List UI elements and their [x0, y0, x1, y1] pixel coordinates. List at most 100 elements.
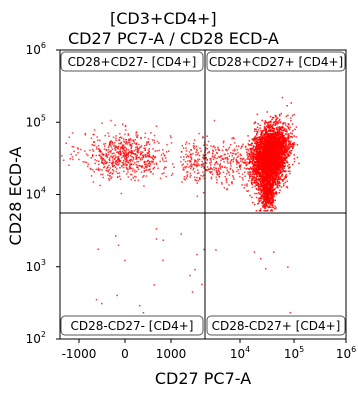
- event-dot: [249, 154, 251, 156]
- event-dot: [250, 143, 252, 146]
- event-dot: [270, 148, 272, 150]
- event-dot: [255, 161, 257, 163]
- event-dot: [266, 145, 268, 147]
- event-dot: [279, 176, 281, 178]
- event-dot: [283, 139, 285, 141]
- event-dot: [266, 174, 268, 177]
- event-dot: [270, 194, 272, 197]
- event-dot: [219, 164, 221, 166]
- event-dot: [217, 149, 220, 151]
- event-dot: [104, 159, 106, 162]
- event-dot: [146, 160, 149, 163]
- event-dot: [117, 172, 119, 175]
- event-dot: [137, 168, 140, 171]
- event-dot: [280, 134, 283, 137]
- event-dot: [266, 181, 268, 184]
- event-dot: [282, 143, 285, 146]
- event-dot: [248, 144, 251, 146]
- event-dot: [259, 146, 261, 148]
- event-dot: [256, 171, 258, 173]
- event-dot: [275, 207, 277, 209]
- event-dot: [276, 192, 278, 194]
- event-dot: [98, 150, 100, 152]
- event-dot: [258, 183, 260, 186]
- event-dot: [184, 161, 187, 163]
- event-dot: [282, 127, 284, 129]
- event-dot: [257, 152, 259, 154]
- event-dot: [263, 182, 265, 184]
- event-dot: [215, 167, 217, 169]
- event-dot: [262, 135, 264, 138]
- event-dot: [189, 176, 191, 178]
- event-dot: [111, 153, 113, 155]
- event-dot: [255, 165, 258, 167]
- event-dot: [136, 136, 139, 139]
- event-dot: [122, 163, 125, 166]
- event-dot: [122, 161, 125, 164]
- event-dot: [76, 147, 79, 149]
- event-dot: [260, 159, 262, 161]
- event-dot: [274, 138, 277, 140]
- event-dot: [227, 152, 229, 155]
- event-dot: [274, 165, 276, 168]
- event-dot: [279, 154, 281, 156]
- event-dot: [112, 169, 114, 171]
- event-dot: [119, 132, 121, 135]
- event-dot: [128, 159, 131, 162]
- event-dot: [140, 146, 142, 148]
- event-dot: [280, 164, 282, 167]
- event-dot: [251, 161, 253, 163]
- event-dot: [278, 161, 280, 163]
- event-dot: [151, 160, 154, 163]
- event-dot: [137, 179, 140, 182]
- event-dot: [243, 161, 245, 164]
- event-dot: [271, 183, 273, 185]
- event-dot: [251, 142, 253, 144]
- event-dot: [257, 178, 259, 181]
- event-dot: [231, 182, 233, 185]
- event-dot: [261, 140, 264, 142]
- event-dot: [118, 158, 120, 160]
- event-dot: [263, 210, 265, 212]
- event-dot: [143, 185, 145, 187]
- event-dot: [268, 121, 270, 123]
- event-dot: [108, 164, 110, 167]
- event-dot: [281, 171, 283, 174]
- event-dot: [168, 150, 170, 152]
- event-dot: [185, 153, 187, 156]
- event-dot: [286, 145, 289, 148]
- event-dot: [218, 173, 220, 176]
- event-dot: [99, 184, 101, 187]
- event-dot: [133, 140, 135, 143]
- event-dot: [232, 171, 235, 173]
- event-dot: [262, 200, 264, 203]
- event-dot: [275, 183, 277, 185]
- event-dot: [262, 153, 265, 156]
- event-dot: [219, 166, 222, 168]
- event-dot: [258, 141, 261, 144]
- event-dot: [287, 126, 289, 128]
- event-dot: [164, 157, 167, 159]
- event-dot: [262, 190, 264, 192]
- event-dot: [123, 149, 126, 152]
- event-dot: [276, 186, 278, 189]
- event-dot: [259, 140, 261, 143]
- event-dot: [273, 121, 276, 123]
- event-dot: [135, 134, 137, 136]
- event-dot: [283, 183, 285, 185]
- event-dot: [269, 157, 271, 159]
- event-dot: [120, 141, 123, 144]
- event-dot: [268, 206, 270, 208]
- event-dot: [246, 185, 248, 187]
- event-dot: [261, 177, 264, 179]
- event-dot: [126, 154, 128, 157]
- event-dot: [253, 170, 255, 172]
- event-dot: [221, 181, 223, 184]
- event-dot: [136, 158, 138, 160]
- event-dot: [268, 182, 270, 185]
- event-dot: [120, 136, 122, 138]
- event-dot: [235, 153, 237, 155]
- event-dot: [267, 171, 269, 173]
- event-dot: [261, 194, 263, 196]
- event-dot: [289, 170, 291, 172]
